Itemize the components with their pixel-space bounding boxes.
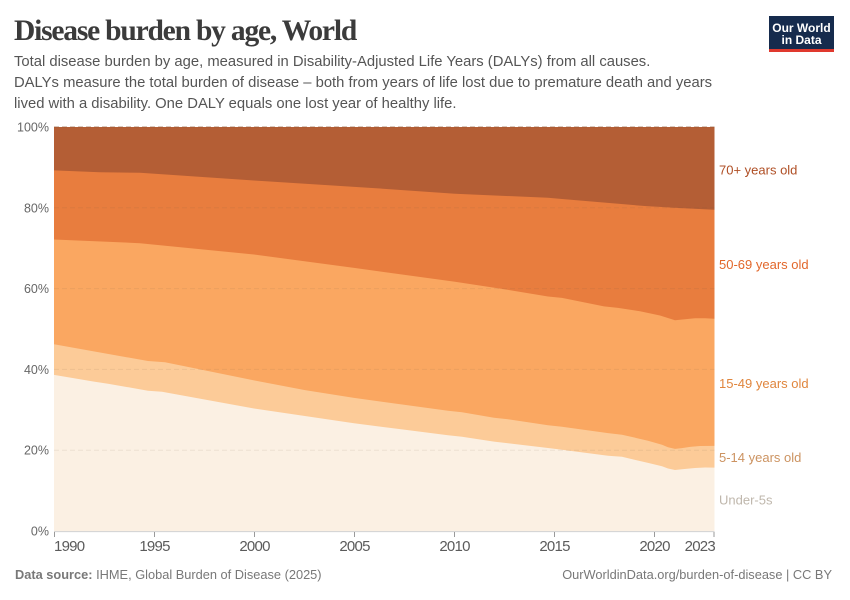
svg-text:1990: 1990 bbox=[54, 538, 85, 555]
svg-text:2023: 2023 bbox=[685, 538, 716, 555]
svg-text:40%: 40% bbox=[24, 363, 49, 377]
svg-text:2005: 2005 bbox=[339, 538, 370, 555]
svg-text:60%: 60% bbox=[24, 282, 49, 296]
svg-text:1995: 1995 bbox=[139, 538, 170, 555]
svg-text:2010: 2010 bbox=[439, 538, 470, 555]
svg-text:2020: 2020 bbox=[639, 538, 670, 555]
svg-text:70+ years old: 70+ years old bbox=[719, 163, 797, 178]
svg-text:50-69 years old: 50-69 years old bbox=[719, 257, 809, 272]
svg-text:2015: 2015 bbox=[539, 538, 570, 555]
svg-text:5-14 years old: 5-14 years old bbox=[719, 450, 801, 465]
svg-text:80%: 80% bbox=[24, 201, 49, 215]
svg-text:15-49 years old: 15-49 years old bbox=[719, 376, 809, 391]
svg-text:0%: 0% bbox=[31, 525, 49, 539]
svg-text:Under-5s: Under-5s bbox=[719, 493, 773, 508]
svg-text:20%: 20% bbox=[24, 444, 49, 458]
svg-text:2000: 2000 bbox=[239, 538, 270, 555]
svg-text:100%: 100% bbox=[17, 121, 49, 135]
